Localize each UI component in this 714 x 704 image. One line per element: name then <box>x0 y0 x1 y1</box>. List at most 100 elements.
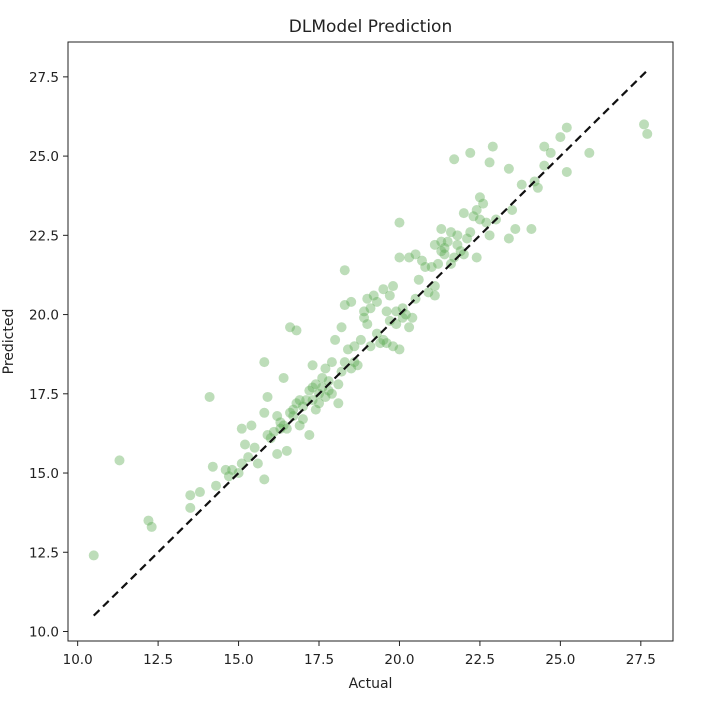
y-tick-label: 20.0 <box>29 308 59 324</box>
scatter-point <box>378 334 389 345</box>
x-tick-label: 15.0 <box>224 652 254 668</box>
scatter-point <box>265 433 276 444</box>
scatter-point <box>268 426 279 437</box>
scatter-point <box>436 236 447 247</box>
scatter-point <box>304 385 315 396</box>
scatter-point <box>252 458 263 469</box>
scatter-point <box>339 300 350 311</box>
scatter-point <box>362 293 373 304</box>
scatter-point <box>539 160 550 171</box>
scatter-point <box>481 217 492 228</box>
scatter-point <box>416 255 427 266</box>
scatter-point <box>539 141 550 152</box>
scatter-point <box>561 122 572 133</box>
scatter-point <box>368 290 379 301</box>
scatter-point <box>246 420 257 431</box>
y-axis-label: Predicted <box>1 309 17 375</box>
scatter-point <box>462 233 473 244</box>
scatter-point <box>291 325 302 336</box>
scatter-point <box>333 398 344 409</box>
scatter-point <box>384 315 395 326</box>
scatter-point <box>310 404 321 415</box>
scatter-point <box>143 515 154 526</box>
scatter-point <box>291 398 302 409</box>
scatter-point <box>510 223 521 234</box>
scatter-point <box>642 128 653 139</box>
scatter-point <box>294 420 305 431</box>
scatter-point <box>88 550 99 561</box>
scatter-point <box>236 423 247 434</box>
y-tick-label: 10.0 <box>29 624 59 640</box>
x-tick-label: 12.5 <box>143 652 173 668</box>
scatter-point <box>478 198 489 209</box>
scatter-point <box>465 147 476 158</box>
scatter-point <box>397 303 408 314</box>
scatter-point <box>503 233 514 244</box>
scatter-point <box>404 252 415 263</box>
scatter-point <box>439 249 450 260</box>
scatter-point <box>384 290 395 301</box>
scatter-point <box>220 464 231 475</box>
scatter-point <box>349 357 360 368</box>
scatter-point <box>371 328 382 339</box>
scatter-point <box>249 442 260 453</box>
scatter-point <box>272 410 283 421</box>
scatter-point <box>194 487 205 498</box>
scatter-point <box>545 147 556 158</box>
scatter-point <box>378 284 389 295</box>
scatter-point <box>407 312 418 323</box>
scatter-point <box>423 287 434 298</box>
scatter-point <box>114 455 125 466</box>
x-tick-label: 20.0 <box>384 652 414 668</box>
scatter-point <box>458 249 469 260</box>
chart-title: DLModel Prediction <box>289 17 452 37</box>
scatter-point <box>436 223 447 234</box>
scatter-point <box>503 163 514 174</box>
scatter-point <box>352 360 363 371</box>
scatter-point <box>326 357 337 368</box>
x-tick-label: 10.0 <box>63 652 93 668</box>
scatter-point <box>507 204 518 215</box>
scatter-point <box>259 474 270 485</box>
scatter-point <box>452 239 463 250</box>
scatter-point <box>281 445 292 456</box>
x-tick-label: 22.5 <box>465 652 495 668</box>
scatter-point <box>272 449 283 460</box>
scatter-point <box>262 391 273 402</box>
scatter-point <box>294 395 305 406</box>
scatter-point <box>297 401 308 412</box>
plot-area-frame <box>67 41 674 642</box>
scatter-point <box>355 334 366 345</box>
scatter-point <box>359 306 370 317</box>
scatter-point <box>413 274 424 285</box>
x-tick-label: 25.0 <box>545 652 575 668</box>
scatter-point <box>471 204 482 215</box>
scatter-point <box>317 372 328 383</box>
y-tick-label: 17.5 <box>29 387 59 403</box>
scatter-point <box>468 211 479 222</box>
scatter-point <box>362 319 373 330</box>
scatter-point <box>474 214 485 225</box>
scatter-point <box>207 461 218 472</box>
scatter-point <box>426 262 437 273</box>
x-tick-label: 27.5 <box>626 652 656 668</box>
scatter-point <box>259 407 270 418</box>
scatter-point <box>185 490 196 501</box>
x-axis-ticks: 10.0 12.5 15.0 17.5 20.0 22.5 25.0 27.5 <box>63 641 656 668</box>
scatter-point <box>429 290 440 301</box>
scatter-point <box>330 334 341 345</box>
scatter-point <box>526 223 537 234</box>
scatter-point <box>639 119 650 130</box>
scatter-point <box>333 379 344 390</box>
scatter-point <box>304 429 315 440</box>
x-axis-label: Actual <box>349 676 393 692</box>
scatter-point <box>326 388 337 399</box>
y-tick-label: 12.5 <box>29 545 59 561</box>
scatter-point <box>532 182 543 193</box>
scatter-point <box>420 262 431 273</box>
scatter-point <box>278 372 289 383</box>
scatter-point <box>278 420 289 431</box>
scatter-point <box>185 502 196 513</box>
scatter-point <box>223 471 234 482</box>
scatter-point <box>359 312 370 323</box>
